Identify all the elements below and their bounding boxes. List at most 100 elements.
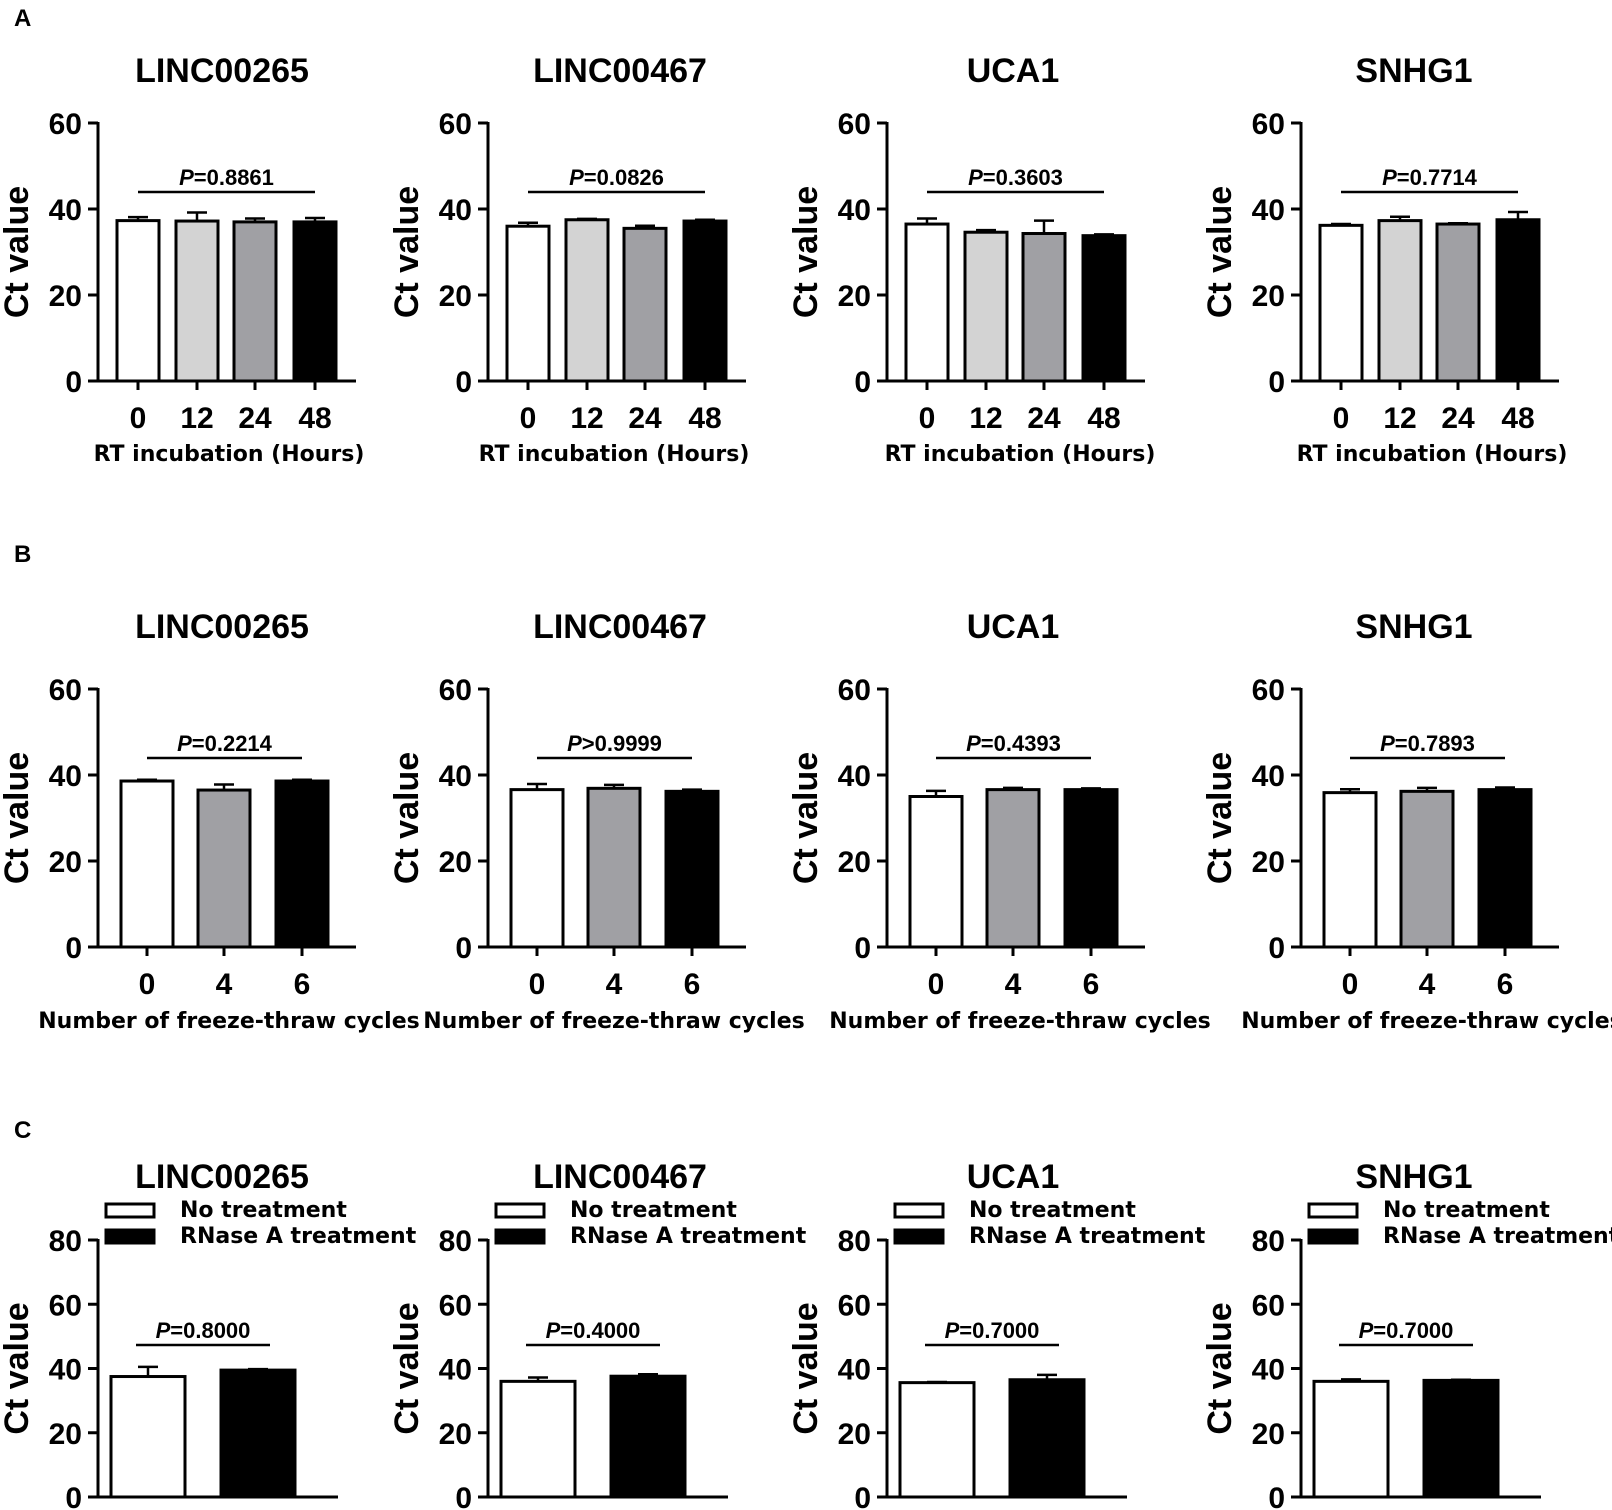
chart-c-linc00265: LINC00265 Ct value 0 20 40 60 80 P=0.8000 No tre… — [0, 1158, 417, 1510]
bar — [219, 1368, 297, 1499]
p-value: =0.7000 — [959, 1318, 1039, 1343]
x-tick-label: 12 — [969, 402, 1002, 435]
chart-title: UCA1 — [967, 608, 1060, 646]
bar — [196, 788, 252, 949]
chart-title: UCA1 — [967, 1158, 1060, 1196]
y-axis-label: Ct value — [0, 752, 36, 884]
y-tick-label: 40 — [1252, 194, 1285, 227]
p-value-label: P=0.8000 — [156, 1318, 251, 1343]
bar — [564, 218, 610, 383]
legend-swatch — [1307, 1202, 1359, 1219]
bar — [904, 222, 950, 383]
x-tick-label: 24 — [628, 402, 662, 435]
bar — [1435, 222, 1481, 383]
chart-title: LINC00265 — [135, 52, 309, 90]
y-axis-label: Ct value — [1201, 186, 1239, 318]
chart-title: SNHG1 — [1355, 52, 1472, 90]
y-axis-label: Ct value — [0, 186, 36, 318]
chart-title: LINC00467 — [533, 608, 707, 646]
bar — [1318, 223, 1364, 383]
bar — [1081, 234, 1127, 383]
y-axis-label: Ct value — [1201, 752, 1239, 884]
bar — [174, 219, 220, 383]
y-tick-label: 60 — [838, 1289, 871, 1322]
p-symbol: P — [1380, 731, 1395, 756]
x-axis-label: Number of freeze-thraw cycles — [423, 1009, 804, 1034]
bar — [985, 788, 1041, 949]
bar — [232, 220, 278, 383]
y-tick-label: 40 — [439, 194, 472, 227]
p-symbol: P — [569, 165, 584, 190]
y-axis-label: Ct value — [787, 186, 825, 318]
y-tick-label: 40 — [838, 194, 871, 227]
x-tick-label: 0 — [919, 402, 936, 435]
p-value: >0.9999 — [582, 731, 662, 756]
y-tick-label: 40 — [838, 760, 871, 793]
y-axis-label: Ct value — [787, 1302, 825, 1434]
p-symbol: P — [945, 1318, 960, 1343]
x-tick-label: 0 — [928, 968, 945, 1001]
y-axis-label: Ct value — [388, 1302, 426, 1434]
y-tick-label: 60 — [439, 674, 472, 707]
chart-title: SNHG1 — [1355, 1158, 1472, 1196]
chart-b-linc00265: LINC00265 Ct value 0 20 40 60 0 4 6 Number of fre… — [0, 608, 420, 1034]
y-tick-label: 60 — [49, 674, 82, 707]
x-tick-label: 12 — [570, 402, 603, 435]
p-value-label: P=0.7000 — [945, 1318, 1040, 1343]
legend-label: RNase A treatment — [570, 1224, 807, 1249]
chart-title: LINC00265 — [135, 1158, 309, 1196]
bar — [509, 788, 565, 949]
bar — [1021, 232, 1067, 383]
y-tick-label: 40 — [439, 760, 472, 793]
panel-label-b: B — [14, 541, 31, 568]
legend-swatch — [494, 1228, 546, 1245]
y-tick-label: 20 — [1252, 1418, 1285, 1451]
y-tick-label: 0 — [1268, 366, 1285, 399]
chart-title: UCA1 — [967, 52, 1060, 90]
panel-label-a: A — [14, 5, 31, 32]
bar — [908, 795, 964, 949]
y-tick-label: 60 — [1252, 108, 1285, 141]
x-axis-label: RT incubation (Hours) — [479, 442, 750, 467]
x-axis-label: Number of freeze-thraw cycles — [829, 1009, 1210, 1034]
y-tick-label: 20 — [838, 846, 871, 879]
chart-title: LINC00467 — [533, 1158, 707, 1196]
y-tick-label: 20 — [439, 280, 472, 313]
y-tick-label: 0 — [455, 366, 472, 399]
x-tick-label: 48 — [1501, 402, 1534, 435]
y-axis-label: Ct value — [787, 752, 825, 884]
bar — [115, 219, 161, 383]
bar — [682, 219, 728, 383]
legend-label: No treatment — [1383, 1198, 1550, 1223]
y-tick-label: 0 — [854, 1482, 871, 1510]
x-tick-label: 12 — [180, 402, 213, 435]
chart-a-linc00467: LINC00467 Ct value 0 20 40 60 0 12 24 48 RT incuba… — [388, 52, 749, 467]
x-axis-label: RT incubation (Hours) — [1297, 442, 1568, 467]
y-tick-label: 40 — [49, 1354, 82, 1387]
bar — [499, 1379, 577, 1499]
y-tick-label: 0 — [1268, 1482, 1285, 1510]
y-tick-label: 40 — [1252, 760, 1285, 793]
y-tick-label: 20 — [1252, 280, 1285, 313]
bar — [622, 226, 668, 383]
y-tick-label: 0 — [65, 932, 82, 965]
chart-title: LINC00467 — [533, 52, 707, 90]
p-value-label: P=0.7000 — [1359, 1318, 1454, 1343]
y-tick-label: 80 — [838, 1225, 871, 1258]
chart-c-uca1: UCA1 Ct value 0 20 40 60 80 P=0.7000 No treatmen… — [787, 1158, 1206, 1510]
y-tick-label: 40 — [49, 194, 82, 227]
x-tick-label: 48 — [688, 402, 721, 435]
y-tick-label: 60 — [838, 674, 871, 707]
p-value: =0.7893 — [1395, 731, 1475, 756]
bar — [963, 230, 1009, 383]
x-tick-label: 48 — [1087, 402, 1120, 435]
p-symbol: P — [1359, 1318, 1374, 1343]
x-tick-label: 24 — [238, 402, 272, 435]
legend-label: No treatment — [969, 1198, 1136, 1223]
y-tick-label: 0 — [854, 932, 871, 965]
x-tick-label: 48 — [298, 402, 331, 435]
p-symbol: P — [177, 731, 192, 756]
y-tick-label: 0 — [1268, 932, 1285, 965]
x-tick-label: 4 — [1419, 968, 1436, 1001]
x-axis-label: Number of freeze-thraw cycles — [1241, 1009, 1612, 1034]
